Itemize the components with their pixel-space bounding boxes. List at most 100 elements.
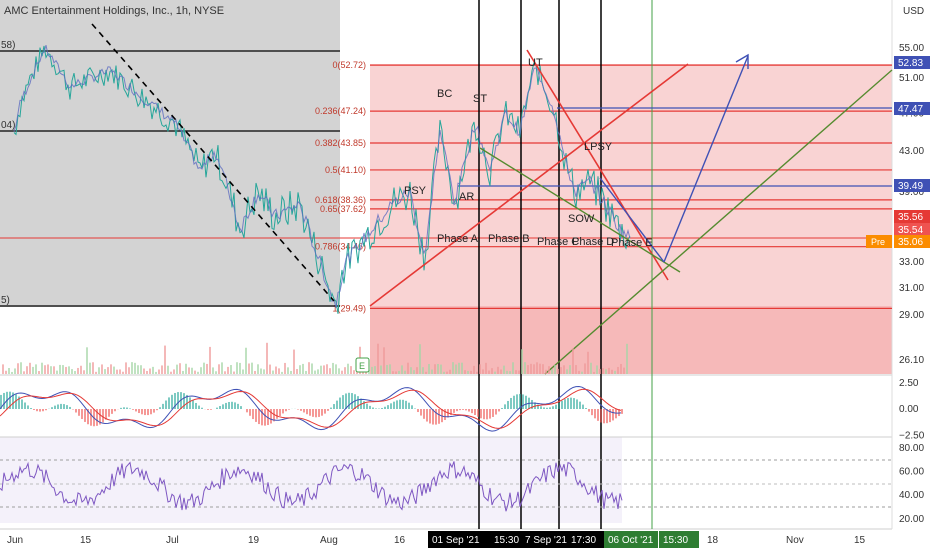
volume-bar — [62, 365, 64, 374]
volume-bar — [518, 371, 520, 374]
macd-hist-bar — [129, 408, 131, 409]
volume-bar — [341, 371, 343, 374]
volume-bar — [269, 365, 271, 374]
time-tick-2: Jul — [166, 535, 179, 546]
macd-hist-bar — [297, 409, 299, 410]
volume-bar — [593, 372, 595, 374]
volume-bar — [434, 364, 436, 374]
volume-bar — [605, 369, 607, 374]
volume-bar — [95, 372, 97, 374]
macd-hist-bar — [282, 409, 284, 413]
volume-bar — [104, 369, 106, 374]
volume-bar — [464, 370, 466, 374]
macd-hist-bar — [390, 403, 392, 409]
fib-label-0: 0(52.72) — [332, 60, 366, 70]
macd-hist-bar — [147, 409, 149, 415]
macd-hist-bar — [156, 409, 158, 410]
macd-hist-bar — [516, 394, 518, 409]
macd-hist-bar — [75, 409, 77, 413]
macd-hist-bar — [339, 398, 341, 409]
macd-hist-bar — [114, 409, 116, 411]
volume-bar — [122, 372, 124, 374]
macd-hist-bar — [393, 402, 395, 409]
time-highlight-label-1: 15:30 — [494, 535, 519, 546]
time-highlight-label-0: 01 Sep '21 — [432, 535, 480, 546]
fib-label-1: 0.236(47.24) — [315, 106, 366, 116]
macd-hist-bar — [132, 409, 134, 410]
volume-bar — [383, 347, 385, 374]
volume-bar — [440, 365, 442, 374]
macd-hist-bar — [144, 409, 146, 415]
volume-bar — [416, 367, 418, 374]
volume-bar — [545, 370, 547, 374]
price-tick-7: 31.00 — [899, 283, 924, 294]
volume-bar — [239, 363, 241, 374]
volume-bar — [254, 371, 256, 374]
price-tick-1: 51.00 — [899, 73, 924, 84]
macd-hist-bar — [384, 407, 386, 409]
volume-bar — [194, 371, 196, 374]
macd-hist-bar — [189, 397, 191, 409]
macd-hist-bar — [318, 409, 320, 417]
volume-bar — [401, 365, 403, 374]
earnings-marker-label: E — [359, 361, 365, 371]
volume-bar — [389, 364, 391, 374]
left-clip-label-2: 04) — [1, 120, 15, 131]
macd-hist-bar — [459, 409, 461, 410]
volume-bar — [335, 364, 337, 374]
volume-bar — [284, 363, 286, 374]
rsi-zone — [0, 437, 622, 523]
macd-hist-bar — [600, 409, 602, 423]
macd-hist-bar — [219, 406, 221, 409]
macd-hist-bar — [66, 405, 68, 409]
volume-bar — [44, 365, 46, 374]
macd-hist-bar — [252, 409, 254, 419]
volume-bar — [614, 371, 616, 374]
volume-bar — [524, 362, 526, 374]
volume-bar — [437, 364, 439, 374]
volume-bar — [557, 369, 559, 374]
volume-bar — [146, 371, 148, 374]
volume-bar — [8, 368, 10, 374]
volume-bar — [56, 371, 58, 374]
volume-bar — [623, 368, 625, 374]
volume-bar — [125, 362, 127, 374]
volume-bar — [74, 371, 76, 374]
annotation-phase-d: Phase D — [572, 236, 614, 248]
volume-bar — [428, 364, 430, 374]
fib-label-6: 0.786(34.46) — [315, 242, 366, 252]
volume-bar — [587, 352, 589, 374]
macd-hist-bar — [255, 409, 257, 422]
volume-bar — [314, 371, 316, 374]
macd-hist-bar — [276, 409, 278, 419]
macd-hist-bar — [246, 409, 248, 412]
macd-hist-bar — [39, 409, 41, 412]
macd-hist-bar — [54, 406, 56, 409]
macd-hist-bar — [234, 402, 236, 409]
volume-bar — [431, 370, 433, 374]
macd-hist-bar — [42, 409, 44, 411]
volume-bar — [38, 371, 40, 374]
volume-bar — [236, 362, 238, 374]
volume-bar — [539, 364, 541, 374]
volume-bar — [461, 363, 463, 374]
volume-bar — [494, 372, 496, 374]
volume-bar — [572, 348, 574, 374]
price-axis[interactable]: 55.0051.0047.0043.0039.0035.0033.0031.00… — [899, 43, 925, 525]
volume-bar — [578, 371, 580, 374]
volume-bar — [449, 370, 451, 374]
annotation-sow: SOW — [568, 213, 595, 225]
rsi-tick-3: 20.00 — [899, 514, 924, 525]
macd-hist-bar — [525, 396, 527, 409]
price-tick-6: 33.00 — [899, 257, 924, 268]
volume-bar — [452, 362, 454, 374]
macd-hist-bar — [555, 405, 557, 409]
volume-bar — [392, 371, 394, 374]
macd-hist-bar — [588, 409, 590, 412]
annotation-psy: PSY — [404, 185, 427, 197]
volume-bar — [611, 370, 613, 374]
volume-bar — [281, 372, 283, 374]
volume-bar — [158, 370, 160, 374]
macd-hist-bar — [108, 409, 110, 417]
